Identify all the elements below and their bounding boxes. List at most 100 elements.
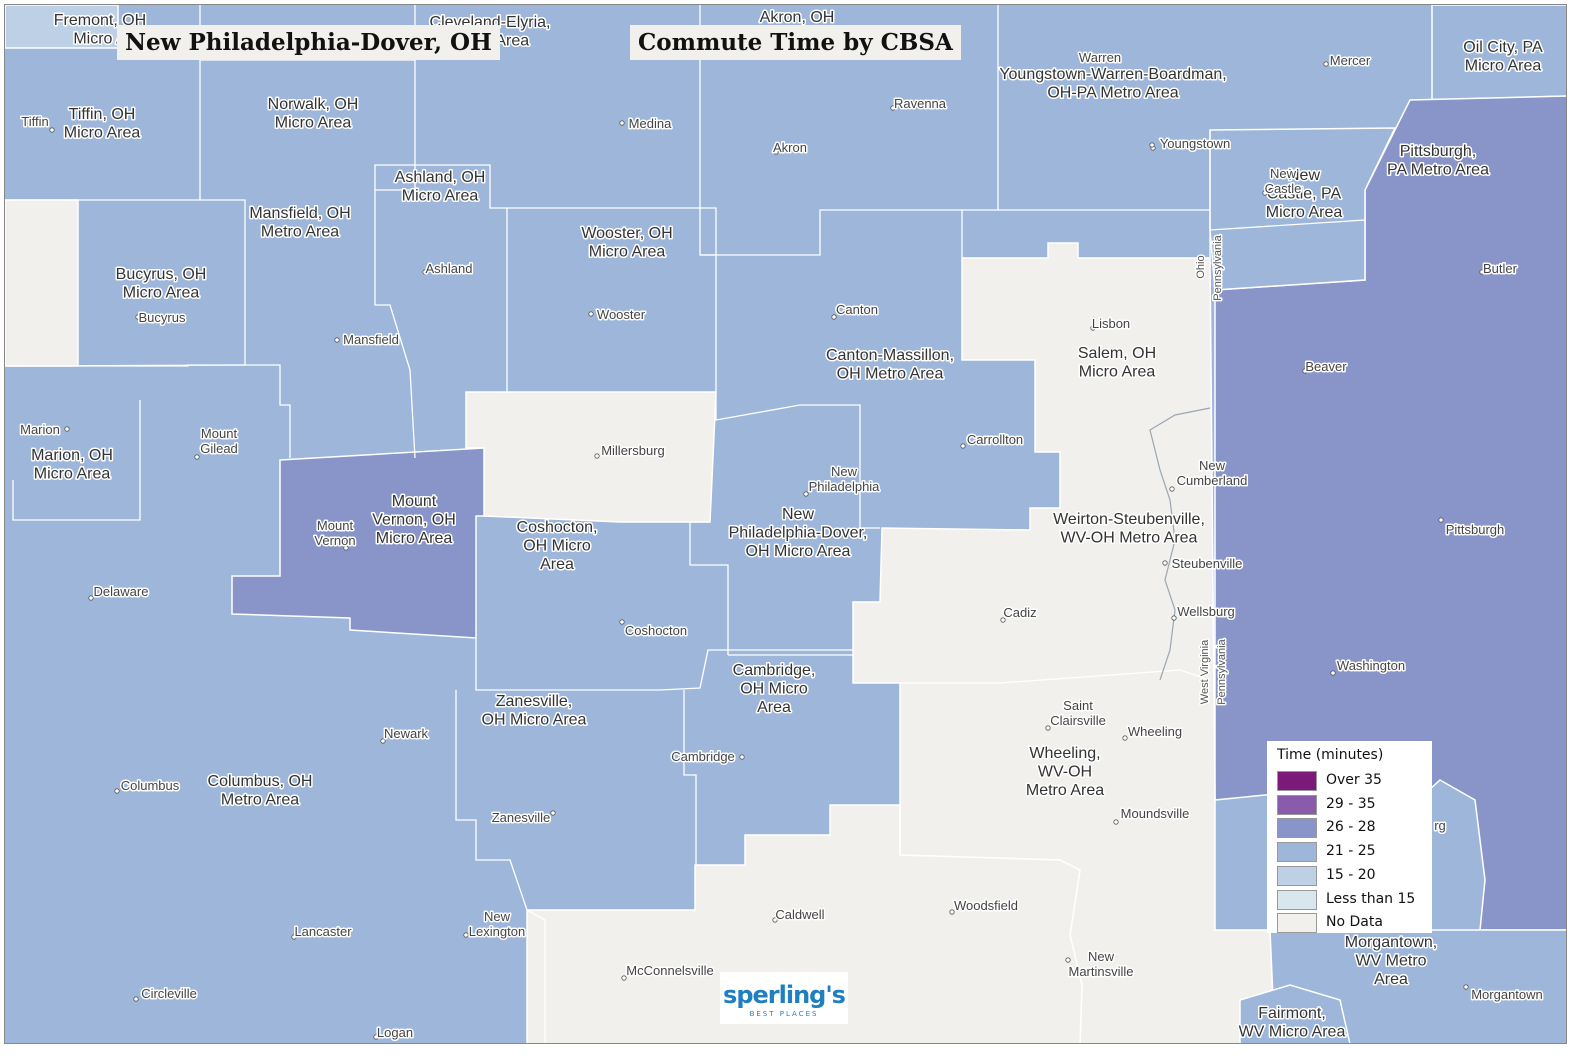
city-label: Butler	[1483, 261, 1518, 276]
city-dot	[1090, 325, 1096, 331]
city-label: Coshocton	[625, 623, 687, 638]
city-label: Millersburg	[601, 443, 665, 458]
city-label: Moundsville	[1121, 806, 1190, 821]
state-label-layer: Ohio Pennsylvania West Virginia Pennsylvani…	[1194, 233, 1230, 706]
city-label: Wheeling	[1128, 724, 1182, 739]
ohio-river	[1149, 407, 1211, 681]
city-dot	[803, 491, 809, 497]
city-dot	[831, 314, 837, 320]
city-dot	[373, 1034, 379, 1040]
city-label: Washington	[1337, 658, 1405, 673]
city-dot	[334, 337, 340, 343]
cbsa-label: Canton-Massillon, OH Metro Area	[826, 347, 954, 382]
cbsa-label: Wheeling, WV-OH Metro Area	[1026, 745, 1104, 799]
fairmont-region	[1239, 984, 1351, 1045]
city-dot	[1262, 190, 1268, 196]
legend-swatch	[1277, 842, 1317, 863]
city-dot	[890, 105, 896, 111]
cbsa-label: Bucyrus, OH Micro Area	[116, 266, 207, 301]
cbsa-label: Akron, OH	[760, 9, 835, 26]
cbsa-label: Cambridge, OH Micro Area	[733, 662, 816, 716]
cbsa-label: Youngstown-Warren-Boardman, OH-PA Metro A…	[999, 66, 1226, 101]
county-border	[374, 164, 507, 209]
city-label: Zanesville	[492, 810, 551, 825]
county-border	[455, 690, 528, 911]
state-label: Ohio	[1195, 255, 1207, 278]
cbsa-label: Zanesville, OH Micro Area	[482, 693, 587, 728]
city-dot	[1065, 957, 1071, 963]
border-layer	[4, 5, 1366, 1044]
city-dot	[772, 917, 778, 923]
county-border	[374, 190, 416, 459]
city-label: Akron	[773, 140, 807, 155]
city-dot	[463, 932, 469, 938]
city-label: Youngstown	[1160, 136, 1230, 151]
legend: Time (minutes) Over 35 29 - 35 26 - 28 21 -…	[1267, 741, 1432, 934]
city-label: Medina	[629, 116, 672, 131]
city-label: Delaware	[94, 584, 149, 599]
city-label: Circleville	[141, 986, 197, 1001]
city-dot	[1330, 670, 1336, 676]
city-dot	[550, 810, 556, 816]
city-label: Saint Clairsville	[1050, 698, 1106, 728]
state-label: Pennsylvania	[1212, 234, 1224, 300]
legend-swatch	[1277, 771, 1317, 791]
county-border	[475, 638, 853, 691]
city-label-layer: Warren Mercer Tiffin Medina Ravenna Akron Youn…	[19, 49, 1545, 1042]
logo-tagline: BEST PLACES	[749, 1010, 819, 1018]
city-label: Warren	[1079, 50, 1121, 65]
map-title-metric: Commute Time by CBSA	[630, 25, 961, 60]
city-label: Lancaster	[294, 924, 352, 939]
cbsa-label: Pittsburgh, PA Metro Area	[1387, 143, 1489, 178]
city-dot	[1171, 615, 1177, 621]
legend-label: 15 - 20	[1326, 866, 1376, 883]
city-label: Wooster	[597, 307, 646, 322]
city-label: Ashland	[426, 261, 473, 276]
legend-item: No Data	[1277, 911, 1427, 934]
legend-label: 29 - 35	[1326, 795, 1376, 812]
city-label: Marion	[20, 422, 60, 437]
mount-vernon-region	[231, 447, 485, 639]
city-dot	[135, 314, 141, 320]
cbsa-label: Columbus, OH Metro Area	[208, 773, 313, 808]
legend-title: Time (minutes)	[1277, 747, 1384, 763]
city-label: Canton	[836, 302, 878, 317]
city-dot	[1000, 617, 1006, 623]
city-dot	[739, 754, 745, 760]
cbsa-label: Fairmont, WV Micro Area	[1239, 1005, 1346, 1040]
marion-west-nodata	[4, 199, 79, 367]
city-label: New Cumberland	[1177, 458, 1248, 488]
city-dot	[1479, 269, 1485, 275]
cbsa-label: Coshocton, OH Micro Area	[517, 519, 598, 573]
county-border	[507, 207, 717, 400]
city-dot	[594, 453, 600, 459]
city-label: Mansfield	[343, 332, 399, 347]
city-label: Carrollton	[967, 432, 1023, 447]
city-dot	[49, 127, 55, 133]
county-border	[900, 669, 1211, 684]
cbsa-label: New Castle, PA Micro Area	[1266, 167, 1343, 221]
logo-wordmark: sperling's	[723, 981, 846, 1009]
legend-item: Over 35	[1277, 769, 1427, 791]
city-dot	[960, 443, 966, 449]
city-dot	[619, 120, 625, 126]
cbsa-label: Mount Vernon, OH Micro Area	[372, 493, 456, 547]
city-label: Mount Gilead	[200, 426, 238, 456]
city-dot	[114, 788, 120, 794]
city-dot	[133, 996, 139, 1002]
city-label: New Martinsville	[1068, 949, 1133, 979]
city-dot	[1302, 368, 1308, 374]
legend-swatch	[1277, 913, 1317, 934]
cbsa-label: Ashland, OH Micro Area	[395, 169, 486, 204]
cbsa-label: Morgantown, WV Metro Area	[1345, 934, 1438, 988]
city-dot	[1169, 486, 1175, 492]
city-label: Cambridge	[671, 749, 735, 764]
county-border	[12, 400, 141, 521]
pittsburgh-region	[1214, 95, 1568, 931]
city-dot	[619, 619, 625, 625]
city-label: Steubenville	[1172, 556, 1243, 571]
county-border	[689, 521, 729, 655]
millersburg-nodata	[465, 391, 717, 523]
